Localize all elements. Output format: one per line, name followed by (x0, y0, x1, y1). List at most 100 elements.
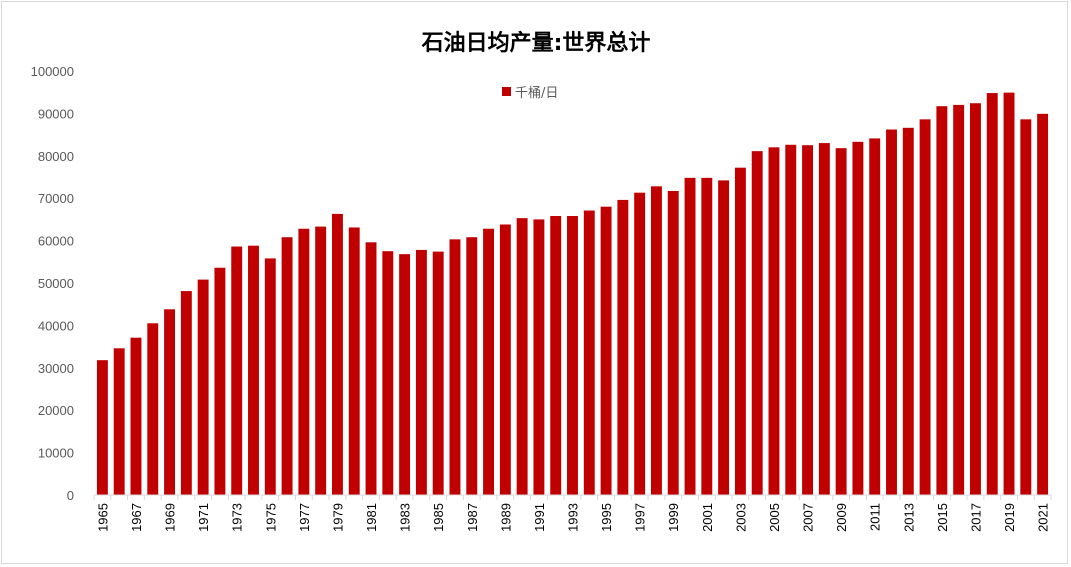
legend[interactable]: 千桶/日 (502, 86, 558, 101)
x-tick-label: 1987 (465, 503, 480, 532)
bar-1972 (214, 267, 226, 495)
x-tick-label: 2015 (935, 503, 950, 532)
bar-1982 (382, 251, 394, 495)
bar-1980 (348, 227, 360, 495)
x-tick-label: 1977 (297, 503, 312, 532)
bar-2015 (936, 106, 948, 495)
bar-1978 (315, 226, 327, 496)
bar-1970 (180, 291, 192, 495)
bar-2018 (986, 93, 998, 496)
bars (96, 92, 1049, 496)
bar-1969 (164, 309, 176, 495)
bar-1968 (147, 323, 159, 495)
x-tick-label: 1973 (230, 503, 245, 532)
bar-2020 (1020, 119, 1032, 495)
bar-2012 (886, 129, 897, 495)
legend-swatch (502, 87, 511, 96)
bar-1979 (331, 213, 343, 495)
x-tick-label: 1993 (566, 503, 581, 532)
x-tick-label: 1995 (599, 503, 614, 532)
bar-1971 (197, 279, 209, 495)
bar-1977 (298, 228, 310, 496)
bar-1984 (415, 249, 427, 495)
bar-2000 (684, 177, 696, 495)
bar-2004 (751, 151, 763, 495)
bar-1973 (231, 246, 243, 495)
bar-1994 (583, 210, 595, 495)
bar-1981 (365, 242, 377, 495)
x-tick-label: 2003 (733, 503, 748, 532)
x-tick-label: 2005 (767, 503, 782, 532)
bar-1985 (432, 251, 444, 495)
bar-2021 (1037, 113, 1049, 495)
bar-1975 (264, 258, 276, 495)
bar-1983 (399, 254, 411, 495)
x-tick-label: 1989 (498, 503, 513, 532)
x-tick-label: 1997 (633, 503, 648, 532)
x-tick-label: 2017 (968, 503, 983, 532)
y-tick-label: 20000 (38, 403, 74, 418)
bar-1967 (130, 337, 142, 495)
bar-1995 (600, 206, 612, 495)
bar-1997 (634, 192, 646, 495)
bar-2009 (835, 148, 847, 496)
y-tick-label: 100000 (31, 64, 74, 79)
y-axis: 0 10000 20000 30000 40000 50000 60000 70000 8000… (31, 64, 74, 503)
chart-title: 石油日均产量:世界总计 (421, 30, 651, 56)
x-tick-label: 1983 (398, 503, 413, 532)
x-tick-label: 2007 (801, 503, 816, 532)
x-axis: 1965 1967 1969 1971 1973 1975 1977 1979 1981 1983… (93, 494, 1052, 532)
x-tick-label: 1969 (163, 503, 178, 532)
y-tick-label: 70000 (38, 191, 74, 206)
bar-2010 (852, 141, 864, 495)
x-tick-label: 1979 (330, 503, 345, 532)
x-tick-label: 1981 (364, 503, 379, 532)
bar-1991 (533, 219, 545, 495)
bar-1966 (113, 348, 125, 495)
x-tick-label: 2019 (1002, 503, 1017, 532)
bar-2001 (701, 177, 713, 495)
bar-1974 (248, 245, 259, 495)
bar-1992 (550, 216, 562, 495)
bar-2011 (869, 138, 881, 496)
y-tick-label: 10000 (38, 446, 74, 461)
x-tick-label: 1975 (263, 503, 278, 532)
bar-1976 (281, 237, 293, 495)
x-tick-label: 2001 (700, 503, 715, 532)
x-tick-label: 1967 (129, 503, 144, 532)
x-tick-label: 1971 (196, 503, 211, 532)
bar-1988 (483, 228, 495, 496)
bar-2003 (734, 167, 746, 496)
x-tick-label: 1999 (666, 503, 681, 532)
bar-1965 (96, 360, 108, 495)
x-tick-label: 2011 (868, 503, 883, 531)
bar-2017 (969, 103, 981, 495)
y-tick-label: 60000 (38, 234, 74, 249)
bar-2007 (802, 145, 814, 495)
y-tick-label: 90000 (38, 106, 74, 121)
x-tick-label: 1965 (95, 503, 110, 532)
y-tick-label: 80000 (38, 149, 74, 164)
bar-1986 (449, 239, 461, 495)
bar-1990 (516, 218, 528, 495)
bar-2016 (953, 104, 965, 496)
bar-1998 (650, 186, 662, 495)
y-tick-label: 0 (67, 488, 74, 503)
bar-2013 (902, 127, 914, 495)
bar-2002 (718, 180, 730, 495)
bar-2019 (1003, 92, 1015, 496)
legend-label-series: 千桶/日 (515, 86, 558, 101)
bar-1989 (499, 224, 511, 496)
bar-2005 (768, 147, 780, 495)
x-tick-label: 1991 (532, 503, 547, 532)
bar-1993 (567, 216, 578, 495)
x-tick-label: 2013 (901, 503, 916, 532)
x-tick-label: 2021 (1036, 503, 1051, 532)
bar-1987 (466, 237, 478, 495)
bar-1996 (617, 199, 629, 495)
y-tick-label: 30000 (38, 361, 74, 376)
y-tick-label: 40000 (38, 318, 74, 333)
bar-2014 (919, 119, 931, 495)
x-tick-label: 1985 (431, 503, 446, 532)
bar-2008 (818, 143, 830, 495)
